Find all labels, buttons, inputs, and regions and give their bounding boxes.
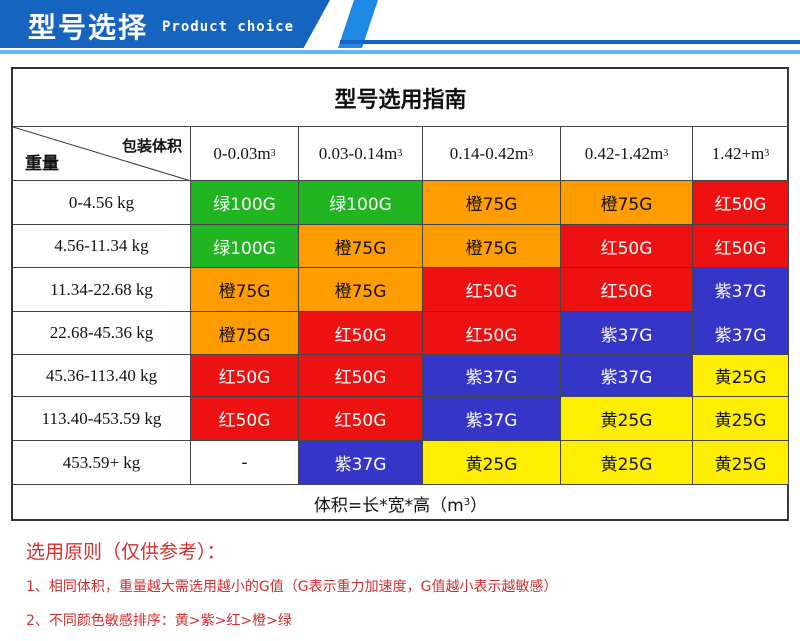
model-cell: 橙75G [561, 181, 693, 225]
corner-label-volume: 包装体积 [121, 137, 182, 155]
column-header-text: 0.42-1.42m [584, 143, 664, 163]
column-header-text: 1.42+m [711, 143, 765, 163]
banner-blue-block [0, 0, 330, 48]
principles-title: 选用原则（仅供参考）： [26, 541, 226, 563]
model-cell: 紫37G [561, 312, 693, 355]
model-cell: 红50G [299, 355, 423, 397]
model-cell: - [191, 441, 299, 485]
model-selection-table: 型号选用指南 包装体积 重量 体积=长*宽*高（m 3） 0-0.03m 3 0.03… [11, 67, 789, 521]
model-cell: 红50G [299, 312, 423, 355]
model-cell: 绿100G [299, 181, 423, 225]
model-cell: 红50G [423, 312, 561, 355]
model-cell: 黄25G [693, 441, 789, 485]
model-cell: 紫37G [423, 355, 561, 397]
model-cell: 红50G [191, 355, 299, 397]
model-cell: 黄25G [693, 355, 789, 397]
model-cell: 橙75G [423, 225, 561, 268]
column-header-text: 0.14-0.42m [449, 143, 529, 163]
header-banner: 型号选择 Product choice [0, 0, 800, 62]
model-cell: 绿100G [191, 225, 299, 268]
corner-diagonal-line [13, 127, 190, 180]
model-cell: 黄25G [561, 441, 693, 485]
model-cell: 绿100G [191, 181, 299, 225]
row-label-weight: 45.36-113.40 kg [13, 355, 191, 397]
model-cell: 紫37G [693, 268, 789, 312]
model-cell: 橙75G [423, 181, 561, 225]
table-footer-formula: 体积=长*宽*高（m 3） [13, 485, 789, 521]
corner-label-weight: 重量 [25, 154, 59, 174]
model-cell: 紫37G [423, 397, 561, 441]
row-label-weight: 453.59+ kg [13, 441, 191, 485]
table-title: 型号选用指南 [13, 69, 789, 127]
banner-divider-line [340, 40, 800, 44]
principle-item-2: 2、不同颜色敏感排序：黄>紫>红>橙>绿 [26, 613, 292, 629]
column-header-1: 0-0.03m 3 [191, 127, 299, 181]
model-cell: 黄25G [423, 441, 561, 485]
model-cell: 橙75G [191, 312, 299, 355]
model-cell: 红50G [191, 397, 299, 441]
model-cell: 橙75G [191, 268, 299, 312]
model-cell: 橙75G [299, 268, 423, 312]
model-cell: 紫37G [693, 312, 789, 355]
formula-text: 体积=长*宽*高（m [313, 495, 464, 516]
column-header-text: 0-0.03m [213, 143, 271, 163]
model-cell: 红50G [693, 181, 789, 225]
row-label-weight: 0-4.56 kg [13, 181, 191, 225]
column-header-text: 0.03-0.14m [318, 143, 398, 163]
model-cell: 橙75G [299, 225, 423, 268]
principle-item-1: 1、相同体积，重量越大需选用越小的G值（G表示重力加速度，G值越小表示越敏感） [26, 579, 558, 595]
column-header-5: 1.42+m 3 [693, 127, 789, 181]
model-cell: 黄25G [693, 397, 789, 441]
model-cell: 紫37G [299, 441, 423, 485]
model-cell: 红50G [561, 268, 693, 312]
formula-close: ） [470, 495, 488, 516]
row-label-weight: 4.56-11.34 kg [13, 225, 191, 268]
table-corner-header: 包装体积 重量 [13, 127, 191, 181]
model-cell: 红50G [561, 225, 693, 268]
model-cell: 红50G [423, 268, 561, 312]
banner-divider-line-light [0, 50, 800, 54]
model-cell: 黄25G [561, 397, 693, 441]
column-header-3: 0.14-0.42m 3 [423, 127, 561, 181]
model-cell: 红50G [693, 225, 789, 268]
row-label-weight: 113.40-453.59 kg [13, 397, 191, 441]
model-cell: 紫37G [561, 355, 693, 397]
row-label-weight: 22.68-45.36 kg [13, 312, 191, 355]
model-cell: 红50G [299, 397, 423, 441]
column-header-2: 0.03-0.14m 3 [299, 127, 423, 181]
column-header-4: 0.42-1.42m 3 [561, 127, 693, 181]
banner-subtitle: Product choice [162, 19, 295, 35]
row-label-weight: 11.34-22.68 kg [13, 268, 191, 312]
banner-title: 型号选择 [28, 11, 149, 44]
